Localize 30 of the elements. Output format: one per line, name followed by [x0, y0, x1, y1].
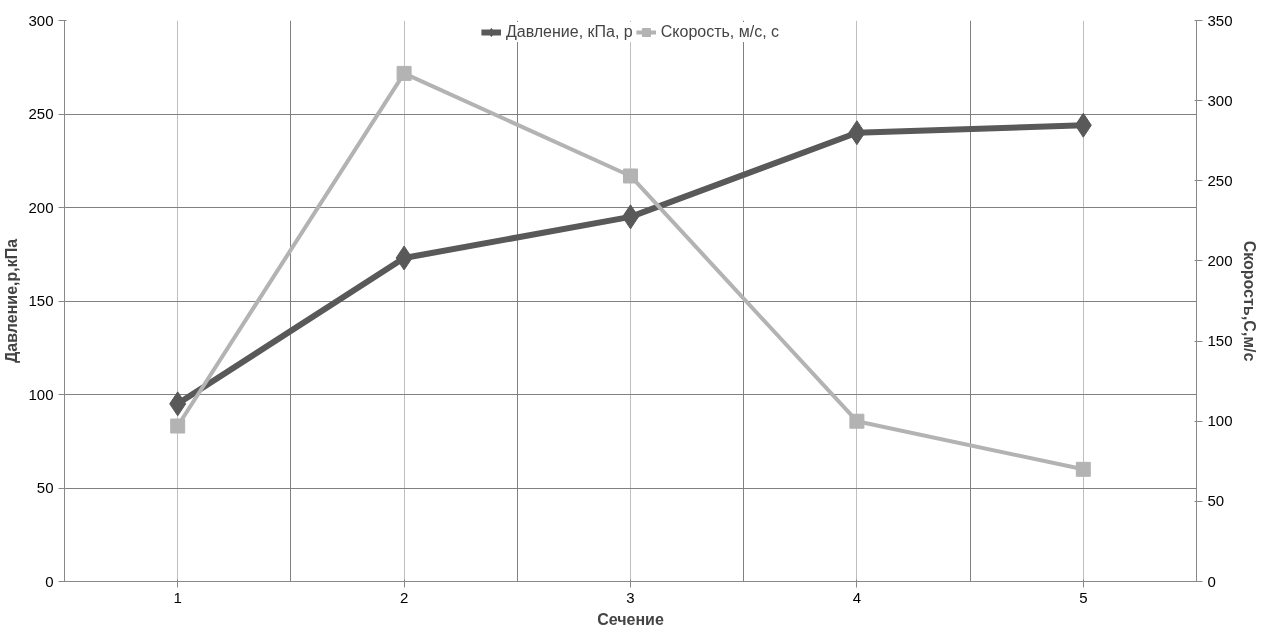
point — [170, 418, 186, 434]
legend-label: Скорость, м/с, c — [660, 23, 780, 41]
y-tick-label: 300 — [28, 11, 54, 29]
y2-tick-label: 150 — [1207, 332, 1233, 350]
point — [396, 65, 412, 81]
x-tick-label: 3 — [626, 588, 635, 606]
y2-tick-label: 200 — [1207, 251, 1233, 269]
y-tick-label: 0 — [45, 572, 54, 590]
y2-tick-label: 100 — [1207, 412, 1233, 430]
y-tick-label: 200 — [28, 198, 54, 216]
y-axis-title: Давление,p,кПа — [3, 238, 21, 364]
legend-label: Давление, кПа, p — [505, 23, 633, 41]
y2-tick-label: 300 — [1207, 91, 1233, 109]
y-tick-label: 150 — [28, 292, 54, 309]
y2-tick-label: 350 — [1207, 11, 1233, 29]
point — [849, 413, 865, 429]
y-tick-label: 250 — [28, 105, 54, 122]
y2-tick-label: 250 — [1207, 171, 1233, 189]
x-axis-title: Сечение — [597, 610, 664, 628]
point — [1075, 461, 1091, 477]
y2-tick-label: 50 — [1207, 492, 1225, 510]
x-tick-label: 4 — [852, 588, 862, 606]
x-tick-label: 2 — [399, 588, 409, 606]
y2-tick-label: 0 — [1207, 572, 1216, 590]
y-tick-label: 100 — [28, 385, 54, 403]
y2-axis-title: Скорость,C,м/с — [1240, 240, 1258, 362]
x-tick-label: 5 — [1079, 588, 1088, 606]
y-tick-label: 50 — [36, 479, 54, 496]
point — [623, 168, 638, 184]
x-tick-label: 1 — [173, 588, 182, 606]
